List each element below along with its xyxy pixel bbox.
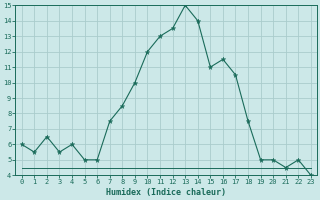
X-axis label: Humidex (Indice chaleur): Humidex (Indice chaleur): [106, 188, 226, 197]
